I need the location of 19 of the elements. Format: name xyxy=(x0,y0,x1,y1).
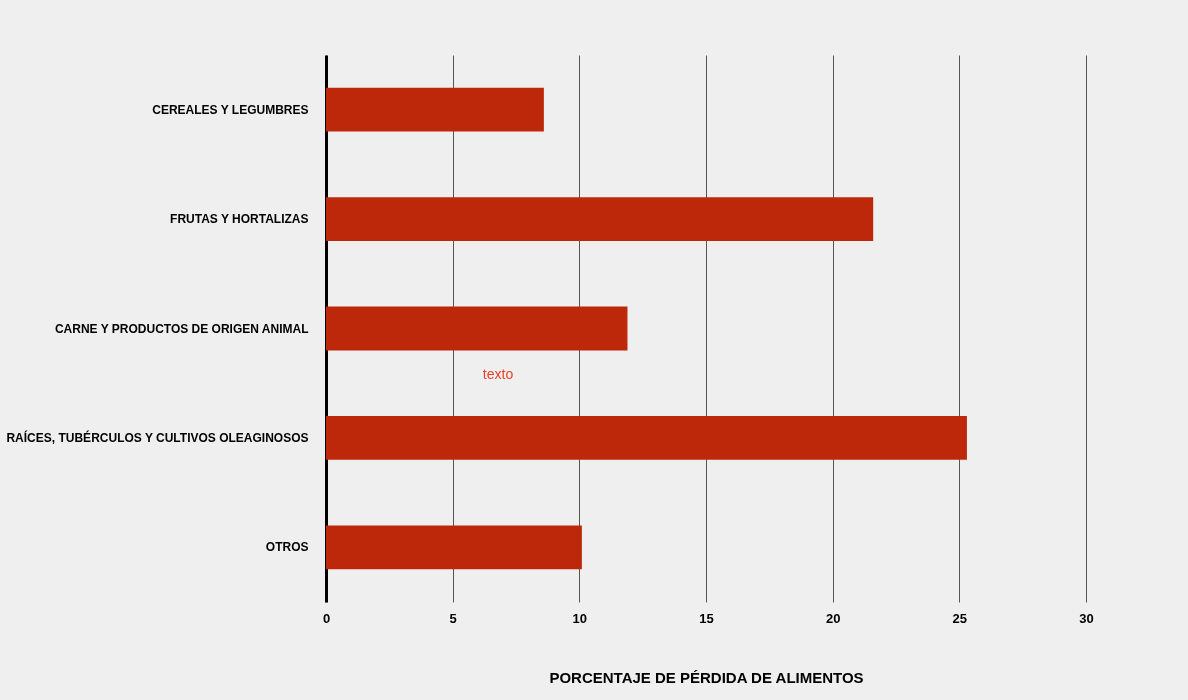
y-tick-label: CARNE Y PRODUCTOS DE ORIGEN ANIMAL xyxy=(54,321,309,336)
x-tick-label: 10 xyxy=(572,610,588,626)
y-tick-label: FRUTAS Y HORTALIZAS xyxy=(170,212,309,227)
bar xyxy=(326,197,874,241)
x-tick-label: 25 xyxy=(952,610,968,626)
y-tick-label: OTROS xyxy=(265,540,309,555)
x-axis-title: PORCENTAJE DE PÉRDIDA DE ALIMENTOS xyxy=(549,668,864,686)
bar xyxy=(326,525,582,570)
x-tick-label: 30 xyxy=(1079,610,1094,626)
x-tick-label: 0 xyxy=(322,610,331,626)
annotation: texto xyxy=(482,366,514,382)
y-tick-label: CEREALES Y LEGUMBRES xyxy=(152,102,309,117)
x-tick-label: 20 xyxy=(825,610,841,626)
x-tick-label: 15 xyxy=(699,610,714,626)
bar xyxy=(326,306,628,351)
x-tick-label: 5 xyxy=(449,610,457,626)
bar xyxy=(326,87,544,132)
y-tick-label: RAÍCES, TUBÉRCULOS Y CULTIVOS OLEAGINOSOS xyxy=(6,429,309,445)
bar xyxy=(326,416,967,460)
